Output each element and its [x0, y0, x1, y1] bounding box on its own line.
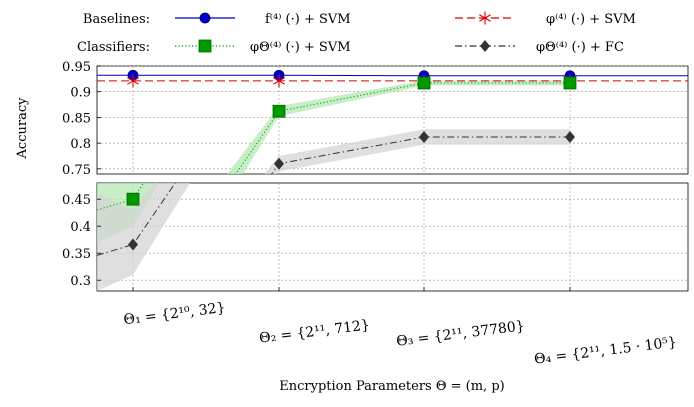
legend: Baselines: Classifiers: f⁽⁴⁾ (·) + SVM φ⁽… — [77, 11, 636, 55]
data-point-series-3 — [274, 157, 284, 170]
y-tick-label: 0.9 — [70, 86, 91, 101]
data-point-series-2 — [563, 76, 577, 90]
legend-row-baselines: Baselines: — [83, 12, 150, 27]
legend-marker-series-3 — [480, 40, 490, 52]
y-tick-label: 0.3 — [70, 274, 91, 289]
series-line-0 — [97, 74, 688, 77]
x-axis-label: Encryption Parameters Θ = (m, p) — [279, 379, 504, 394]
upper-plot-frame — [96, 65, 689, 175]
series-line-2 — [97, 183, 145, 211]
star-arm — [273, 77, 285, 85]
x-tick-label: Θ₂ = {2¹¹, 712} — [258, 317, 370, 346]
data-point-series-3 — [565, 130, 575, 143]
x-tick-label: Θ₁ = {2¹⁰, 32} — [123, 300, 227, 328]
data-point-series-1 — [127, 74, 139, 88]
data-point-series-2 — [417, 76, 431, 90]
legend-label-series-1: φ⁽⁴⁾ (·) + SVM — [546, 12, 636, 27]
y-tick-label: 0.4 — [70, 220, 91, 235]
y-tick-label: 0.95 — [62, 60, 91, 75]
data-point-series-1 — [273, 74, 285, 88]
x-tick-label: Θ₃ = {2¹¹, 37780} — [395, 318, 525, 350]
y-tick-label: 0.45 — [62, 193, 91, 208]
legend-row-classifiers: Classifiers: — [77, 40, 150, 55]
data-point-series-2 — [126, 192, 140, 206]
series-line-3 — [270, 136, 570, 174]
legend-label-series-2: φΘ⁽⁴⁾ (·) + SVM — [250, 40, 351, 55]
data-point-series-3 — [128, 238, 138, 251]
confidence-band-series-3 — [264, 129, 570, 174]
legend-marker-series-0 — [199, 12, 211, 24]
y-axis-label: Accuracy — [15, 97, 30, 160]
legend-marker-series-2 — [198, 39, 212, 53]
confidence-band-series-3 — [97, 183, 191, 291]
y-tick-label: 0.75 — [62, 163, 91, 178]
star-arm — [479, 14, 491, 22]
y-tick-label: 0.85 — [62, 111, 91, 126]
y-tick-label: 0.35 — [62, 247, 91, 262]
x-tick-label: Θ₄ = {2¹¹, 1.5 · 10⁵} — [533, 334, 677, 367]
series-line-3 — [97, 183, 176, 256]
star-arm — [127, 77, 139, 85]
confidence-band-series-2 — [227, 80, 570, 174]
data-point-series-2 — [272, 104, 286, 118]
legend-marker-series-1 — [479, 11, 491, 25]
y-tick-label: 0.8 — [70, 137, 91, 152]
legend-label-series-0: f⁽⁴⁾ (·) + SVM — [265, 12, 351, 27]
data-point-series-3 — [419, 130, 429, 143]
series-line-2 — [235, 82, 570, 174]
legend-label-series-3: φΘ⁽⁴⁾ (·) + FC — [536, 40, 624, 55]
